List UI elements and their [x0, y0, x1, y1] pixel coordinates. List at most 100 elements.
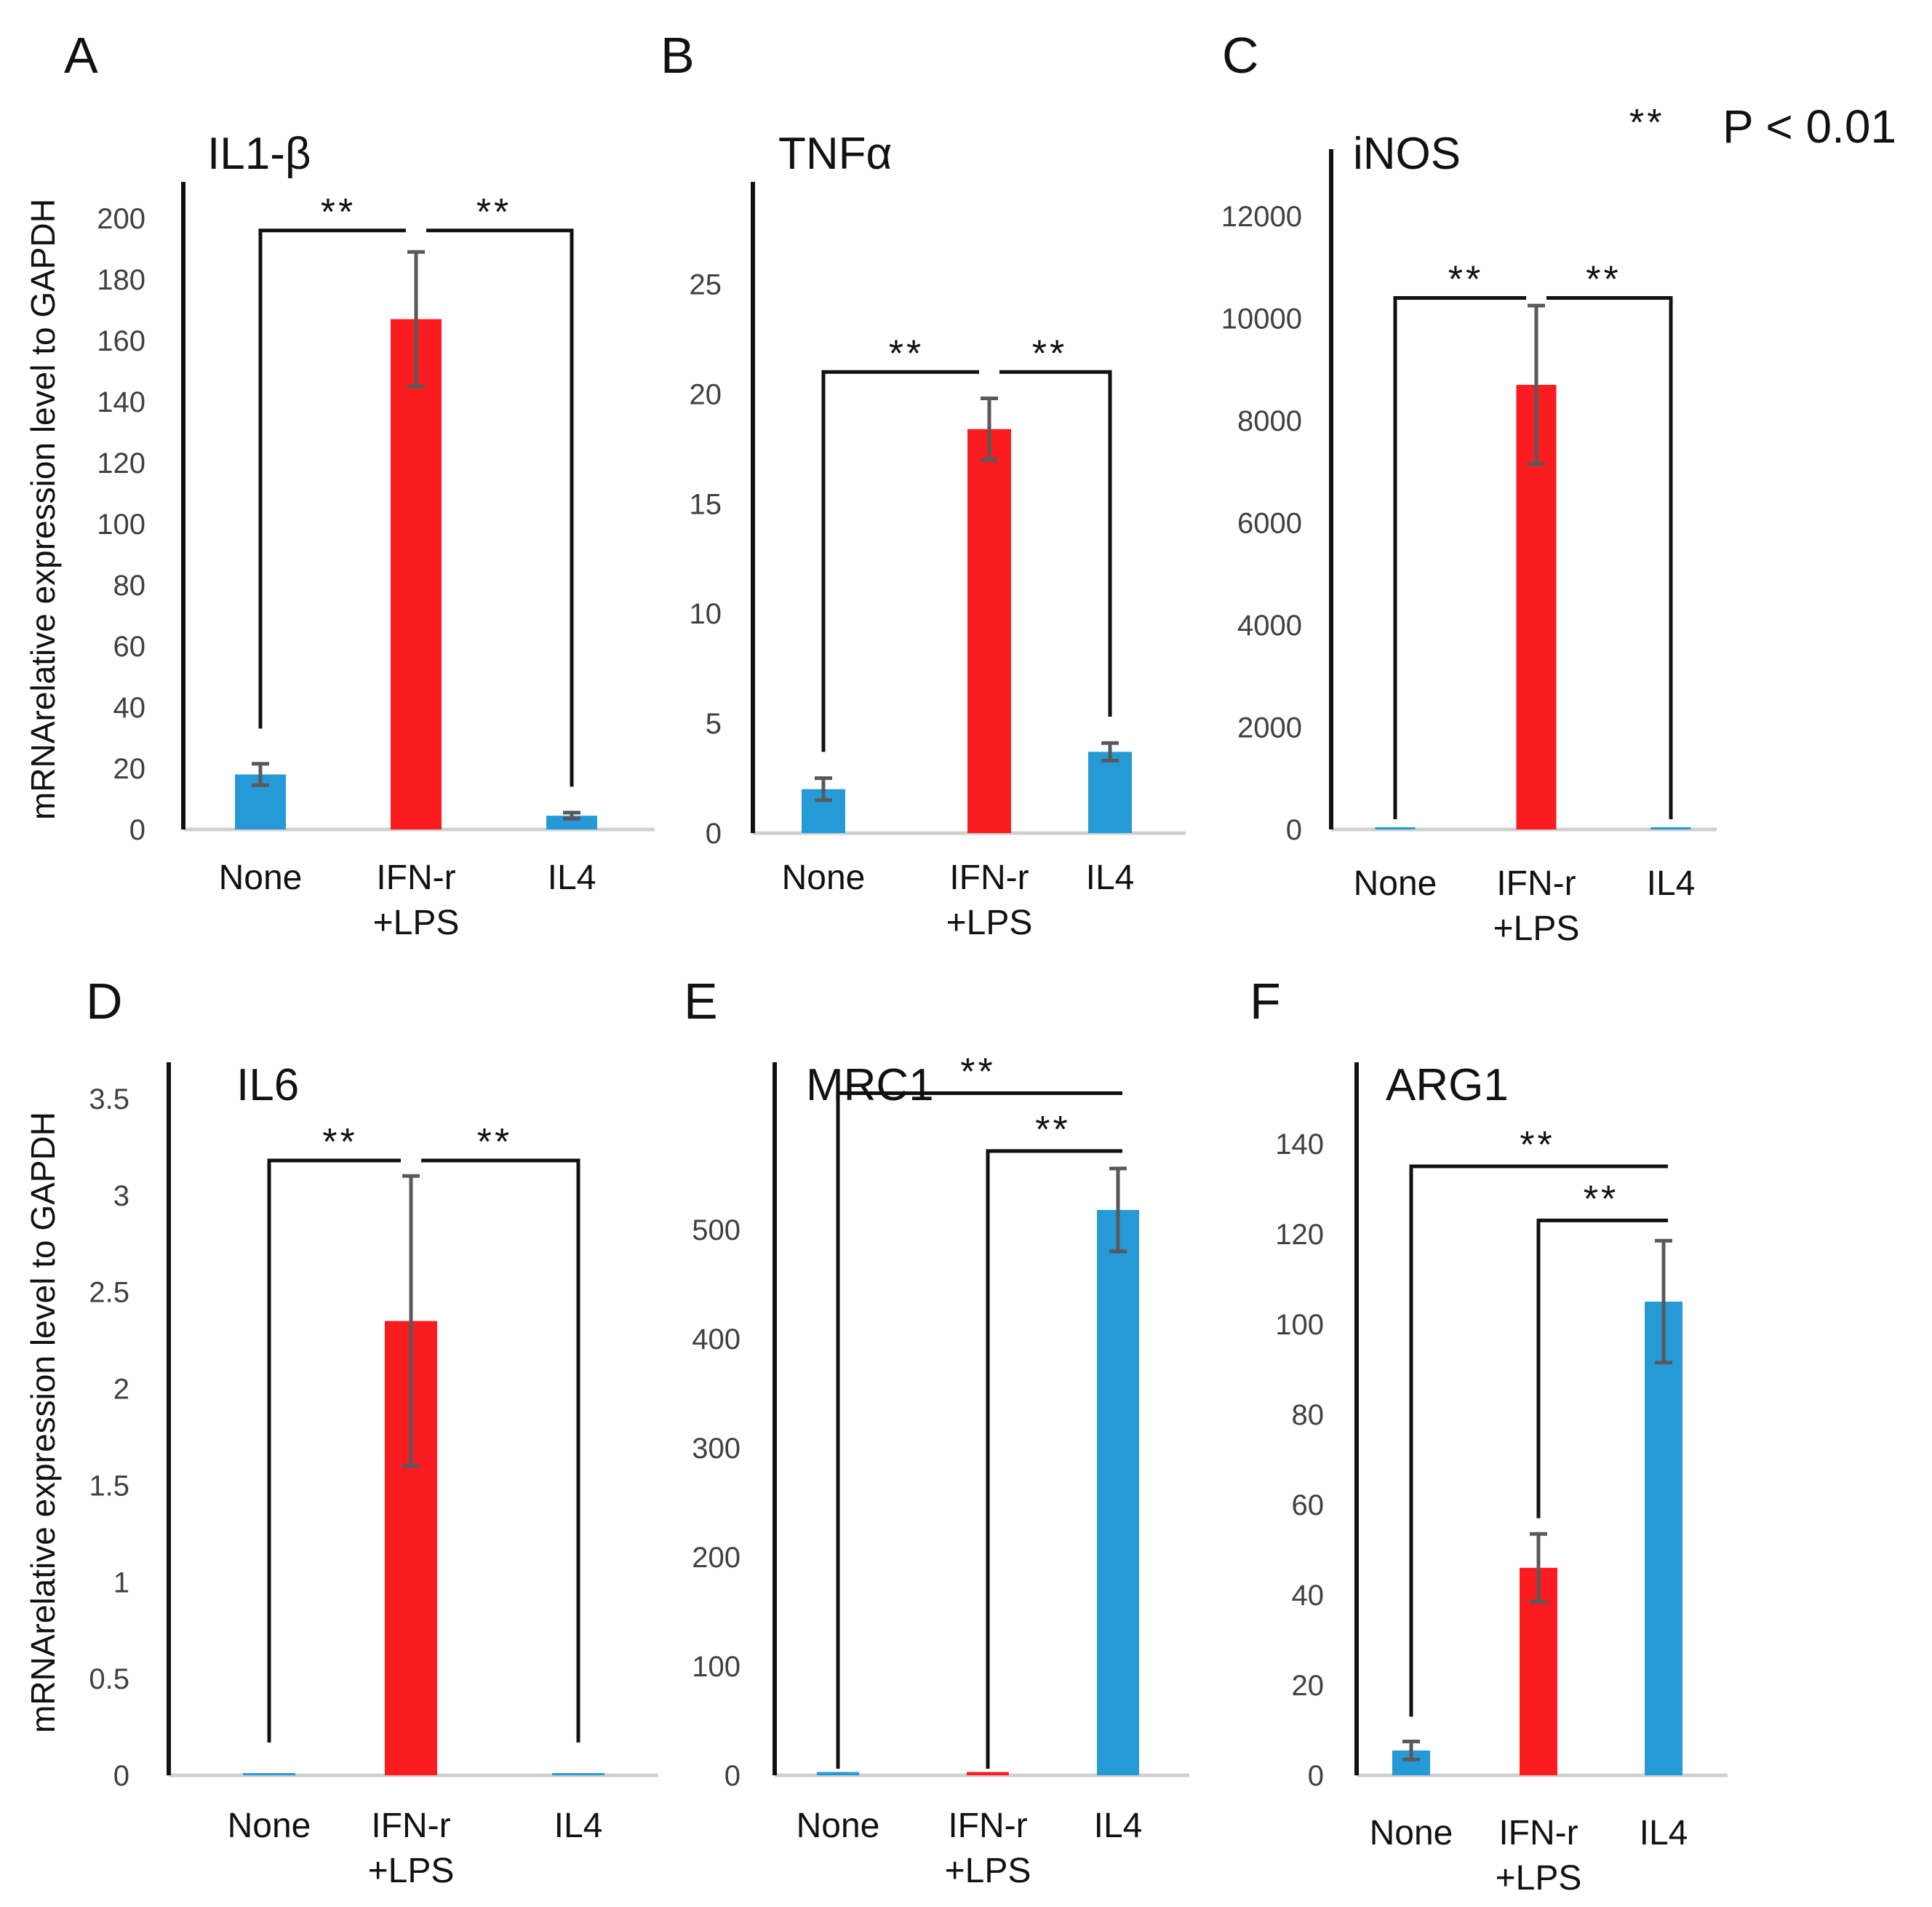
- bar: [1645, 1302, 1682, 1775]
- y-tick-label: 180: [97, 264, 145, 296]
- category-label-line: IL4: [554, 1807, 603, 1845]
- y-tick-label: 120: [97, 447, 145, 479]
- significance-bracket: [1546, 296, 1673, 819]
- panel-title: ARG1: [1386, 1060, 1509, 1110]
- y-tick-label: 3: [113, 1180, 129, 1212]
- y-tick-label: 300: [692, 1433, 741, 1465]
- y-tick-label: 500: [692, 1214, 741, 1246]
- y-tick-label: 10000: [1221, 303, 1302, 335]
- category-label: IL4: [554, 1807, 603, 1845]
- category-label-line: IL4: [1086, 859, 1135, 897]
- y-tick-label: 400: [692, 1323, 741, 1355]
- bar: [552, 1773, 604, 1775]
- significance-label: **: [321, 191, 356, 234]
- significance-bracket: [1409, 1164, 1668, 1717]
- panel-title: MRC1: [806, 1060, 934, 1110]
- y-tick-label: 60: [113, 631, 146, 663]
- y-tick-label: 0: [1286, 814, 1302, 846]
- category-label-line: IL4: [548, 859, 596, 897]
- category-label: None: [228, 1807, 311, 1845]
- category-label-line: None: [782, 859, 866, 897]
- category-label: IL4: [1086, 859, 1135, 897]
- significance-bracket: [821, 370, 979, 752]
- y-tick-label: 60: [1292, 1489, 1325, 1521]
- y-tick-label: 100: [97, 509, 145, 541]
- y-tick-label: 0: [113, 1760, 129, 1792]
- y-tick-label: 160: [97, 325, 145, 357]
- category-label-line: IFN-r: [949, 859, 1029, 897]
- y-tick-label: 140: [97, 386, 145, 418]
- significance-label: **: [1586, 259, 1621, 301]
- bar: [391, 319, 442, 830]
- significance-label: **: [476, 191, 511, 234]
- significance-label: **: [1035, 1109, 1070, 1151]
- y-tick-label: 15: [690, 488, 722, 520]
- panel-letter: A: [64, 27, 98, 84]
- y-tick-label: 2.5: [89, 1277, 129, 1309]
- y-tick-label: 120: [1275, 1219, 1324, 1251]
- panel-title: TNFα: [778, 129, 892, 179]
- category-label-line: IL4: [1094, 1807, 1143, 1845]
- significance-label: **: [322, 1121, 357, 1163]
- category-label: IFN-r +LPS: [1493, 864, 1580, 948]
- category-label-line: +LPS: [1496, 1859, 1582, 1898]
- bar: [243, 1773, 295, 1775]
- y-tick-label: 0: [1308, 1760, 1324, 1792]
- y-tick-label: 5: [706, 708, 722, 740]
- category-label: None: [797, 1807, 880, 1845]
- legend-text: P < 0.01: [1723, 100, 1896, 153]
- bar: [1650, 827, 1691, 829]
- significance-label: **: [1032, 333, 1067, 375]
- category-label-line: +LPS: [945, 1852, 1031, 1890]
- category-label-line: None: [797, 1807, 880, 1845]
- y-tick-label: 6000: [1237, 508, 1302, 540]
- category-label-line: IFN-r: [371, 1807, 450, 1845]
- y-tick-label: 3.5: [89, 1083, 129, 1115]
- category-label-line: +LPS: [1493, 909, 1580, 948]
- y-tick-label: 1.5: [89, 1470, 129, 1502]
- category-label: None: [1354, 864, 1437, 903]
- panels: A IL1-β mRNArelative expression level to G…: [24, 27, 1728, 1898]
- significance-bracket: [267, 1158, 401, 1743]
- panel-title: IL6: [236, 1060, 299, 1110]
- significance-label: **: [477, 1121, 512, 1163]
- y-tick-label: 0.5: [89, 1663, 129, 1695]
- bar: [817, 1772, 859, 1775]
- category-label-line: IFN-r: [376, 859, 455, 897]
- significance-label: **: [1584, 1178, 1618, 1220]
- category-label-line: None: [219, 859, 303, 897]
- significance-bracket: [986, 1149, 1122, 1769]
- y-tick-label: 4000: [1237, 610, 1302, 642]
- y-tick-label: 200: [692, 1542, 741, 1574]
- category-label-line: IFN-r: [948, 1807, 1027, 1845]
- y-tick-label: 40: [1292, 1580, 1325, 1612]
- panel-b: B TNFα 0 5 10 15 20 25 None IFN-r +LPS IL4 ** **: [660, 27, 1186, 942]
- category-label: None: [1370, 1814, 1453, 1852]
- panel-letter: E: [684, 973, 718, 1030]
- category-label-line: None: [228, 1807, 311, 1845]
- y-tick-label: 100: [692, 1651, 741, 1683]
- significance-label: **: [889, 333, 924, 375]
- panel-title: iNOS: [1353, 129, 1461, 179]
- significance-bracket: [999, 370, 1112, 717]
- category-label: IFN-r +LPS: [945, 1807, 1031, 1890]
- category-label: IL4: [1640, 1814, 1688, 1852]
- significance-label: **: [1448, 259, 1483, 301]
- significance-bracket: [421, 1158, 580, 1743]
- y-tick-label: 1: [113, 1566, 129, 1599]
- category-label: IFN-r +LPS: [368, 1807, 455, 1890]
- y-tick-label: 0: [129, 814, 145, 846]
- panel-letter: F: [1250, 973, 1281, 1030]
- panel-letter: C: [1222, 27, 1259, 84]
- panel-letter: B: [660, 27, 695, 84]
- y-tick-label: 25: [690, 269, 722, 301]
- category-label: IFN-r +LPS: [373, 859, 460, 942]
- y-tick-label: 8000: [1237, 405, 1302, 437]
- significance-bracket: [258, 228, 406, 729]
- y-axis-label: mRNArelative expression level to GAPDH: [24, 1112, 62, 1733]
- category-label-line: None: [1354, 864, 1437, 903]
- y-tick-label: 20: [1292, 1670, 1325, 1702]
- significance-label: **: [960, 1051, 995, 1094]
